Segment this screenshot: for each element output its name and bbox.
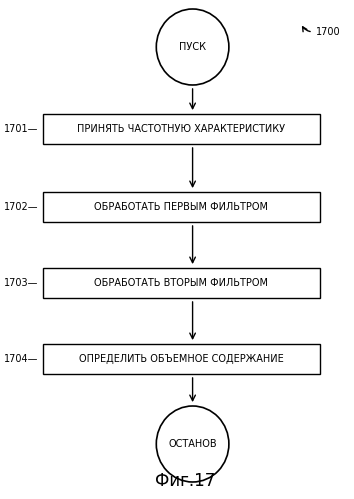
- Text: ПРИНЯТЬ ЧАСТОТНУЮ ХАРАКТЕРИСТИКУ: ПРИНЯТЬ ЧАСТОТНУЮ ХАРАКТЕРИСТИКУ: [77, 124, 285, 134]
- Text: ОБРАБОТАТЬ ПЕРВЫМ ФИЛЬТРОМ: ОБРАБОТАТЬ ПЕРВЫМ ФИЛЬТРОМ: [94, 202, 268, 212]
- Text: 1700: 1700: [316, 27, 341, 37]
- Text: ОПРЕДЕЛИТЬ ОБЪЕМНОЕ СОДЕРЖАНИЕ: ОПРЕДЕЛИТЬ ОБЪЕМНОЕ СОДЕРЖАНИЕ: [79, 354, 284, 364]
- Text: 1704—: 1704—: [5, 354, 39, 364]
- Text: 1703—: 1703—: [5, 278, 39, 288]
- Bar: [42, 192, 320, 222]
- Circle shape: [156, 9, 229, 85]
- Text: ПУСК: ПУСК: [179, 42, 206, 52]
- Bar: [42, 268, 320, 298]
- Bar: [42, 114, 320, 144]
- Text: ОСТАНОВ: ОСТАНОВ: [168, 439, 217, 449]
- Circle shape: [156, 406, 229, 482]
- Bar: [42, 344, 320, 374]
- Text: 1701—: 1701—: [5, 124, 39, 134]
- Text: 1702—: 1702—: [4, 202, 39, 212]
- Text: Фиг.17: Фиг.17: [155, 472, 215, 490]
- Text: ОБРАБОТАТЬ ВТОРЫМ ФИЛЬТРОМ: ОБРАБОТАТЬ ВТОРЫМ ФИЛЬТРОМ: [94, 278, 268, 288]
